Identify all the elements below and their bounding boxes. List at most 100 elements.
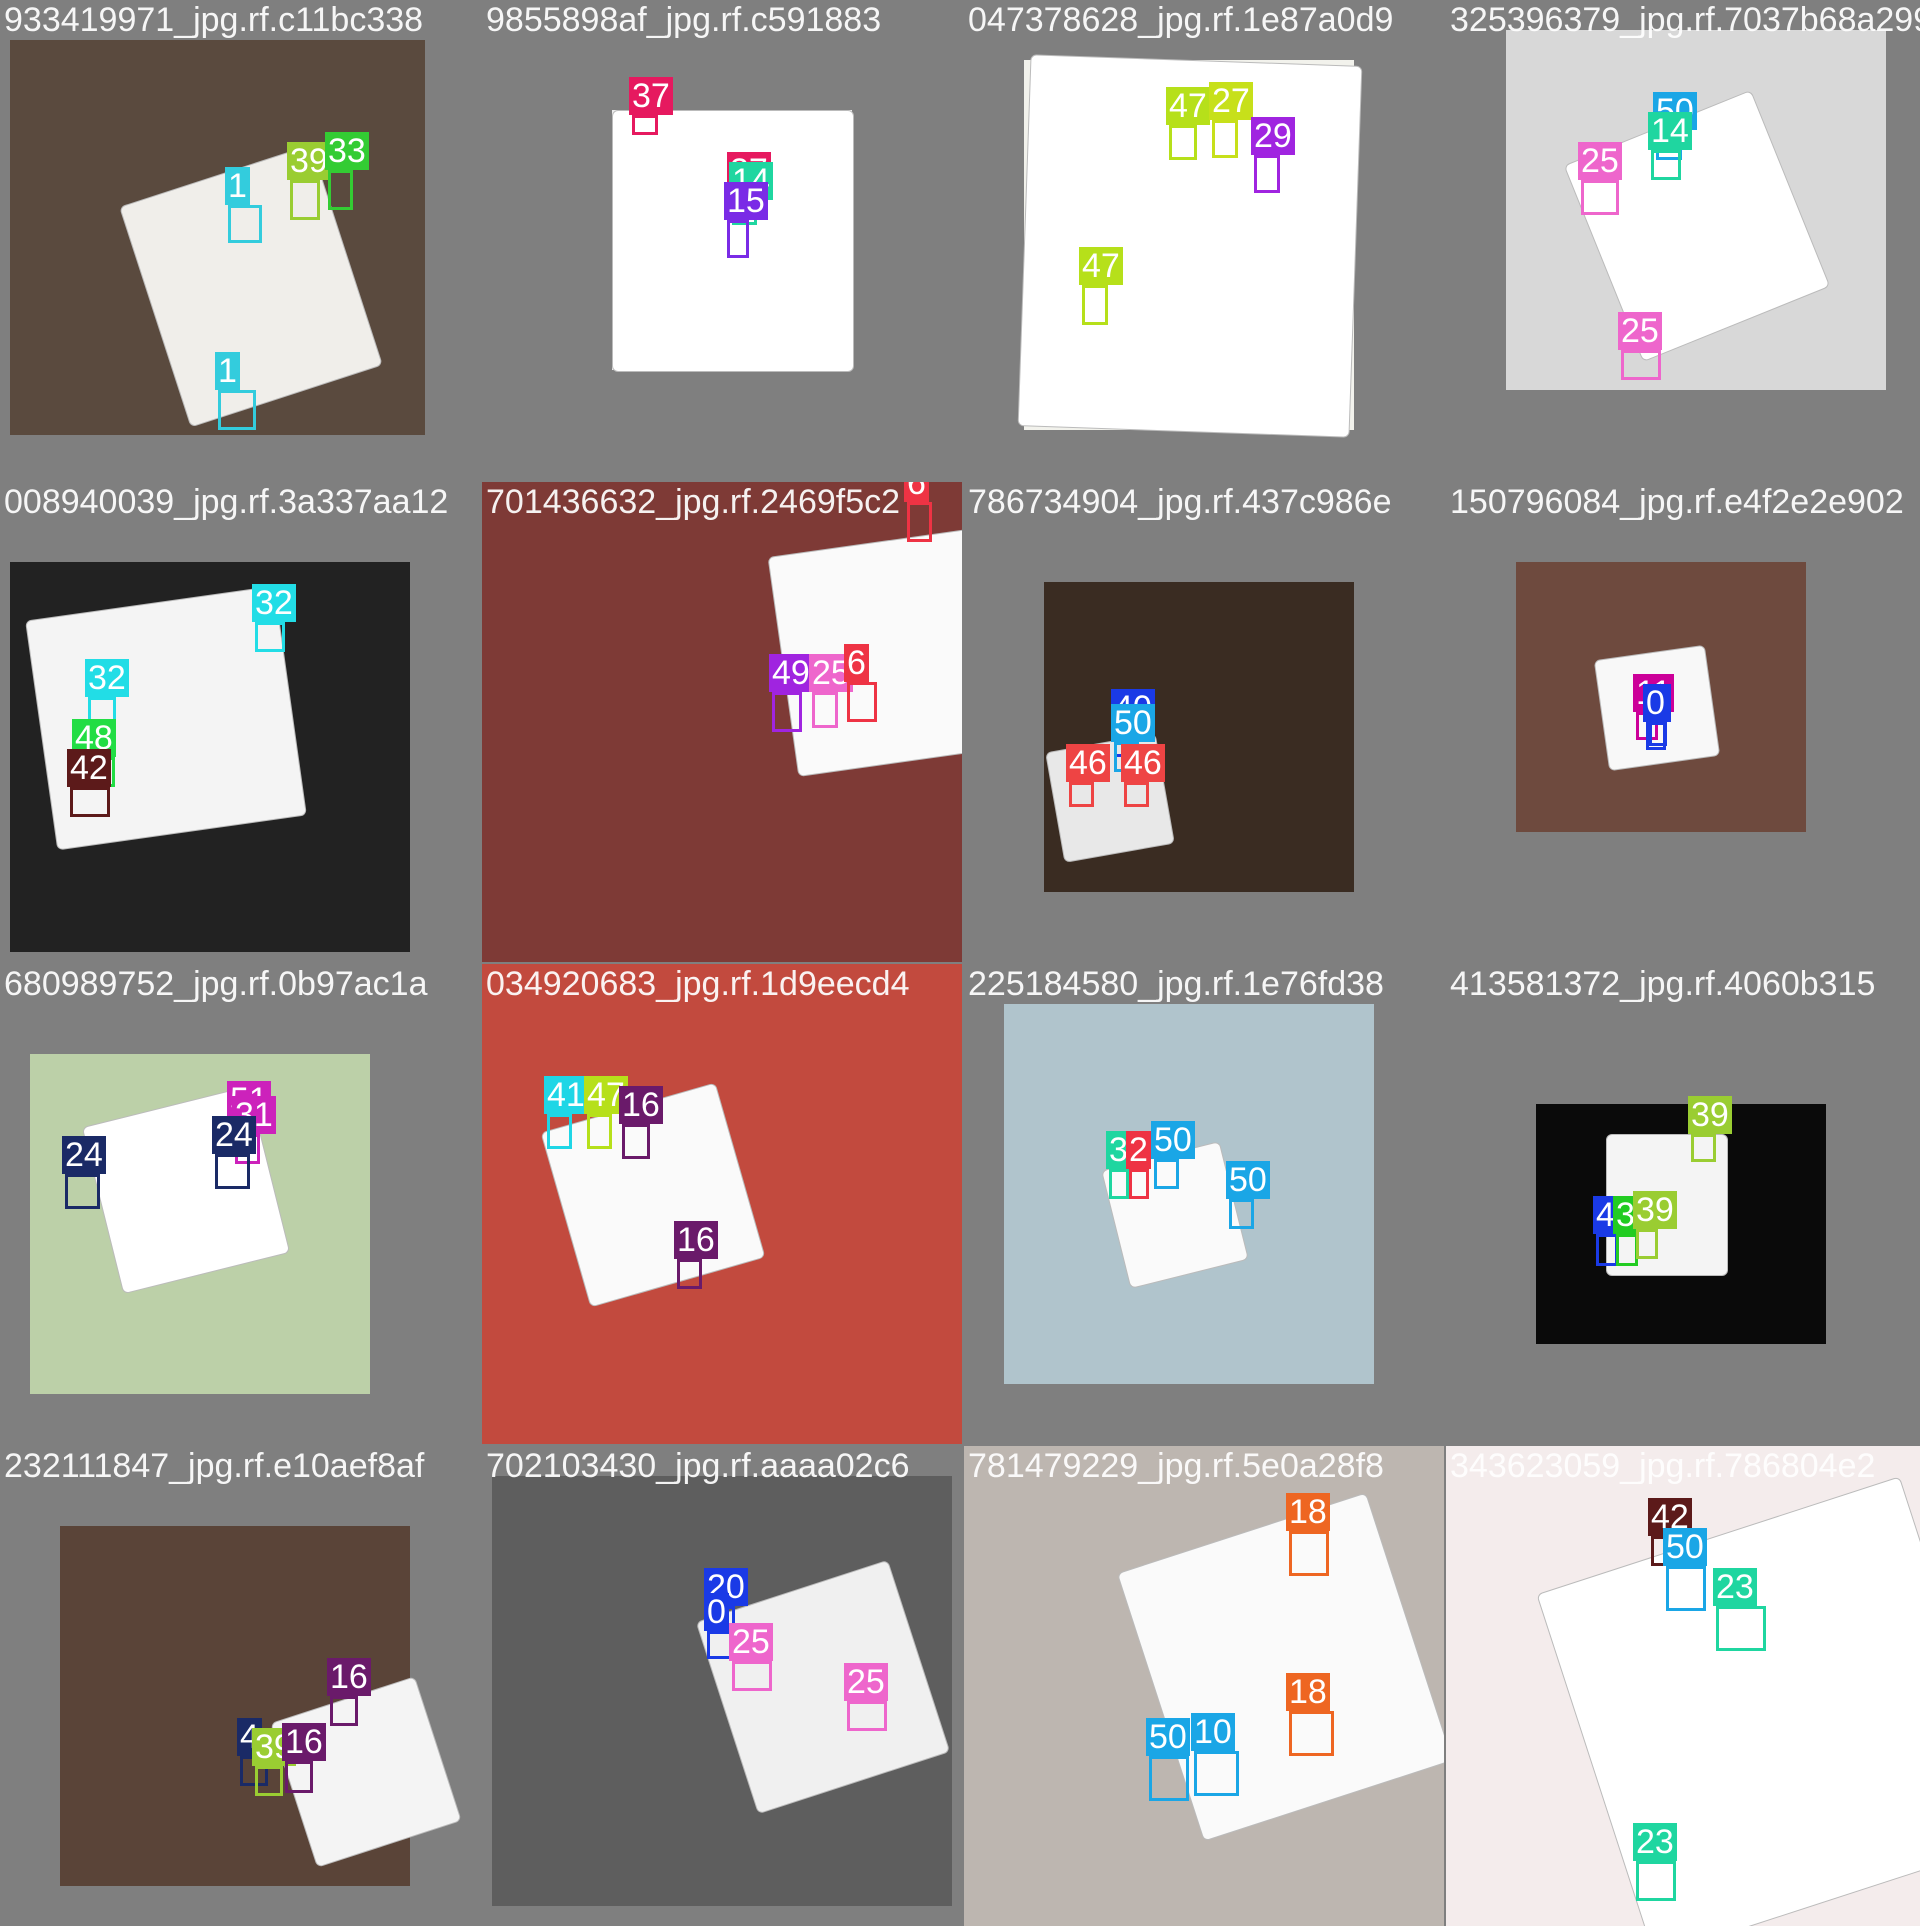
detection-box [330, 1696, 358, 1726]
detection-class-label: 25 [1578, 142, 1622, 180]
detection-box [732, 1661, 772, 1691]
detection-class-label: 24 [212, 1116, 256, 1154]
detection-class-label: 10 [1191, 1713, 1235, 1751]
detection-box [1212, 120, 1238, 158]
detection-box [547, 1114, 572, 1149]
detection-box [228, 205, 262, 243]
tile-filename-title: 225184580_jpg.rf.1e76fd38 [968, 965, 1384, 1003]
detection-box [587, 1114, 612, 1149]
tile-filename-title: 680989752_jpg.rf.0b97ac1a [4, 965, 428, 1003]
mosaic-tile: 20 0 25 25 702103430_jpg.rf.aaaa02c6 [482, 1446, 962, 1926]
detection-box [1289, 1531, 1329, 1576]
detection-box [1069, 782, 1094, 807]
detection-class-label: 47 [1079, 247, 1123, 285]
detection-class-label: 46 [1121, 744, 1165, 782]
tile-filename-title: 150796084_jpg.rf.e4f2e2e902 [1450, 483, 1904, 521]
detection-class-label: 32 [252, 584, 296, 622]
detection-box [847, 1701, 887, 1731]
detection-box [328, 170, 353, 210]
mosaic-tile: 6 49 25 6 701436632_jpg.rf.2469f5c2 [482, 482, 962, 962]
detection-class-label: 16 [327, 1658, 371, 1696]
detection-box [1716, 1606, 1766, 1651]
detection-box [677, 1259, 702, 1289]
detection-box [1109, 1169, 1129, 1199]
mosaic-tile: 51312424680989752_jpg.rf.0b97ac1a [0, 964, 480, 1444]
detection-box [1636, 1229, 1658, 1259]
detection-class-label: 16 [282, 1723, 326, 1761]
detection-class-label: 1 [225, 167, 250, 205]
detection-box [1289, 1711, 1334, 1756]
detection-box [1581, 180, 1619, 215]
detection-class-label: 25 [729, 1623, 773, 1661]
detection-box [772, 692, 802, 732]
detection-class-label: 23 [1633, 1823, 1677, 1861]
tile-filename-title: 413581372_jpg.rf.4060b315 [1450, 965, 1876, 1003]
mosaic-tile: 18 18 50 10 781479229_jpg.rf.5e0a28f8 [964, 1446, 1444, 1926]
mosaic-tile: 41 47 16 16 034920683_jpg.rf.1d9eecd4 [482, 964, 962, 1444]
detection-box [727, 220, 749, 258]
detection-class-label: 2 [1126, 1131, 1151, 1169]
tile-filename-title: 008940039_jpg.rf.3a337aa12 [4, 483, 449, 521]
detection-class-label: 37 [629, 77, 673, 115]
tile-filename-title: 786734904_jpg.rf.437c986e [968, 483, 1392, 521]
mosaic-tile: 39 33 1 1 933419971_jpg.rf.c11bc338 [0, 0, 480, 480]
detection-class-label: 15 [724, 182, 768, 220]
tile-filename-title: 047378628_jpg.rf.1e87a0d9 [968, 1, 1394, 39]
detection-box [290, 180, 320, 220]
detection-class-label: 41 [544, 1076, 588, 1114]
detection-class-label: 18 [1286, 1673, 1330, 1711]
detection-box [1666, 1566, 1706, 1611]
detection-box [1194, 1751, 1239, 1796]
detection-class-label: 50 [1151, 1121, 1195, 1159]
tile-filename-title: 232111847_jpg.rf.e10aef8af [4, 1447, 425, 1485]
mosaic-tile: 40504646786734904_jpg.rf.437c986e [964, 482, 1444, 962]
detection-box [1621, 350, 1661, 380]
mosaic-tile: 47 27 29 47 047378628_jpg.rf.1e87a0d9 [964, 0, 1444, 480]
detection-box [1616, 1234, 1638, 1266]
detection-class-label: 23 [1713, 1568, 1757, 1606]
detection-box [215, 1154, 250, 1189]
detection-box [255, 1766, 283, 1796]
detection-box [632, 115, 658, 135]
detection-box [255, 622, 285, 652]
detection-box [1651, 150, 1681, 180]
detection-box [1124, 782, 1149, 807]
detection-class-label: 1 [215, 352, 240, 390]
detection-class-label: 14 [1648, 112, 1692, 150]
detection-class-label: 33 [325, 132, 369, 170]
detection-box [622, 1124, 650, 1159]
detection-box [847, 682, 877, 722]
mosaic-tile: 50 14 25 25 325396379_jpg.rf.7037b68a299 [1446, 0, 1920, 480]
detection-box [1646, 722, 1666, 750]
mosaic-tile: 1100150796084_jpg.rf.e4f2e2e902 [1446, 482, 1920, 962]
detection-box [1154, 1159, 1179, 1189]
detection-class-label: 50 [1111, 704, 1155, 742]
detection-box [1169, 125, 1197, 160]
detection-class-label: 46 [1066, 744, 1110, 782]
mosaic-tile: 42 50 23 23 343623059_jpg.rf.786804e2 [1446, 1446, 1920, 1926]
mosaic-tile: 32 32 48 42 008940039_jpg.rf.3a337aa12 [0, 482, 480, 962]
detection-class-label: 16 [619, 1086, 663, 1124]
tile-filename-title: 933419971_jpg.rf.c11bc338 [4, 1, 424, 39]
detection-class-label: 25 [844, 1663, 888, 1701]
detection-class-label: 27 [1209, 82, 1253, 120]
mosaic-tile: 373714159855898af_jpg.rf.c591883 [482, 0, 962, 480]
detection-box [1691, 1134, 1716, 1162]
detection-class-label: 25 [1618, 312, 1662, 350]
detection-box [812, 692, 838, 728]
detection-box [1229, 1199, 1254, 1229]
detection-class-label: 18 [1286, 1493, 1330, 1531]
detection-box [218, 390, 256, 430]
detection-class-label: 0 [1643, 684, 1668, 722]
detection-box [1129, 1169, 1149, 1199]
mosaic-tile: 39 4 3 39 413581372_jpg.rf.4060b315 [1446, 964, 1920, 1444]
mosaic-tile: 16 4 39 16 232111847_jpg.rf.e10aef8af [0, 1446, 480, 1926]
detection-class-label: 50 [1663, 1528, 1707, 1566]
detection-class-label: 39 [287, 142, 331, 180]
detection-class-label: 39 [1633, 1191, 1677, 1229]
detection-box [1149, 1756, 1189, 1801]
tile-filename-title: 9855898af_jpg.rf.c591883 [486, 1, 882, 39]
detection-box [70, 787, 110, 817]
detection-box [1082, 285, 1108, 325]
detection-class-label: 39 [1688, 1096, 1732, 1134]
